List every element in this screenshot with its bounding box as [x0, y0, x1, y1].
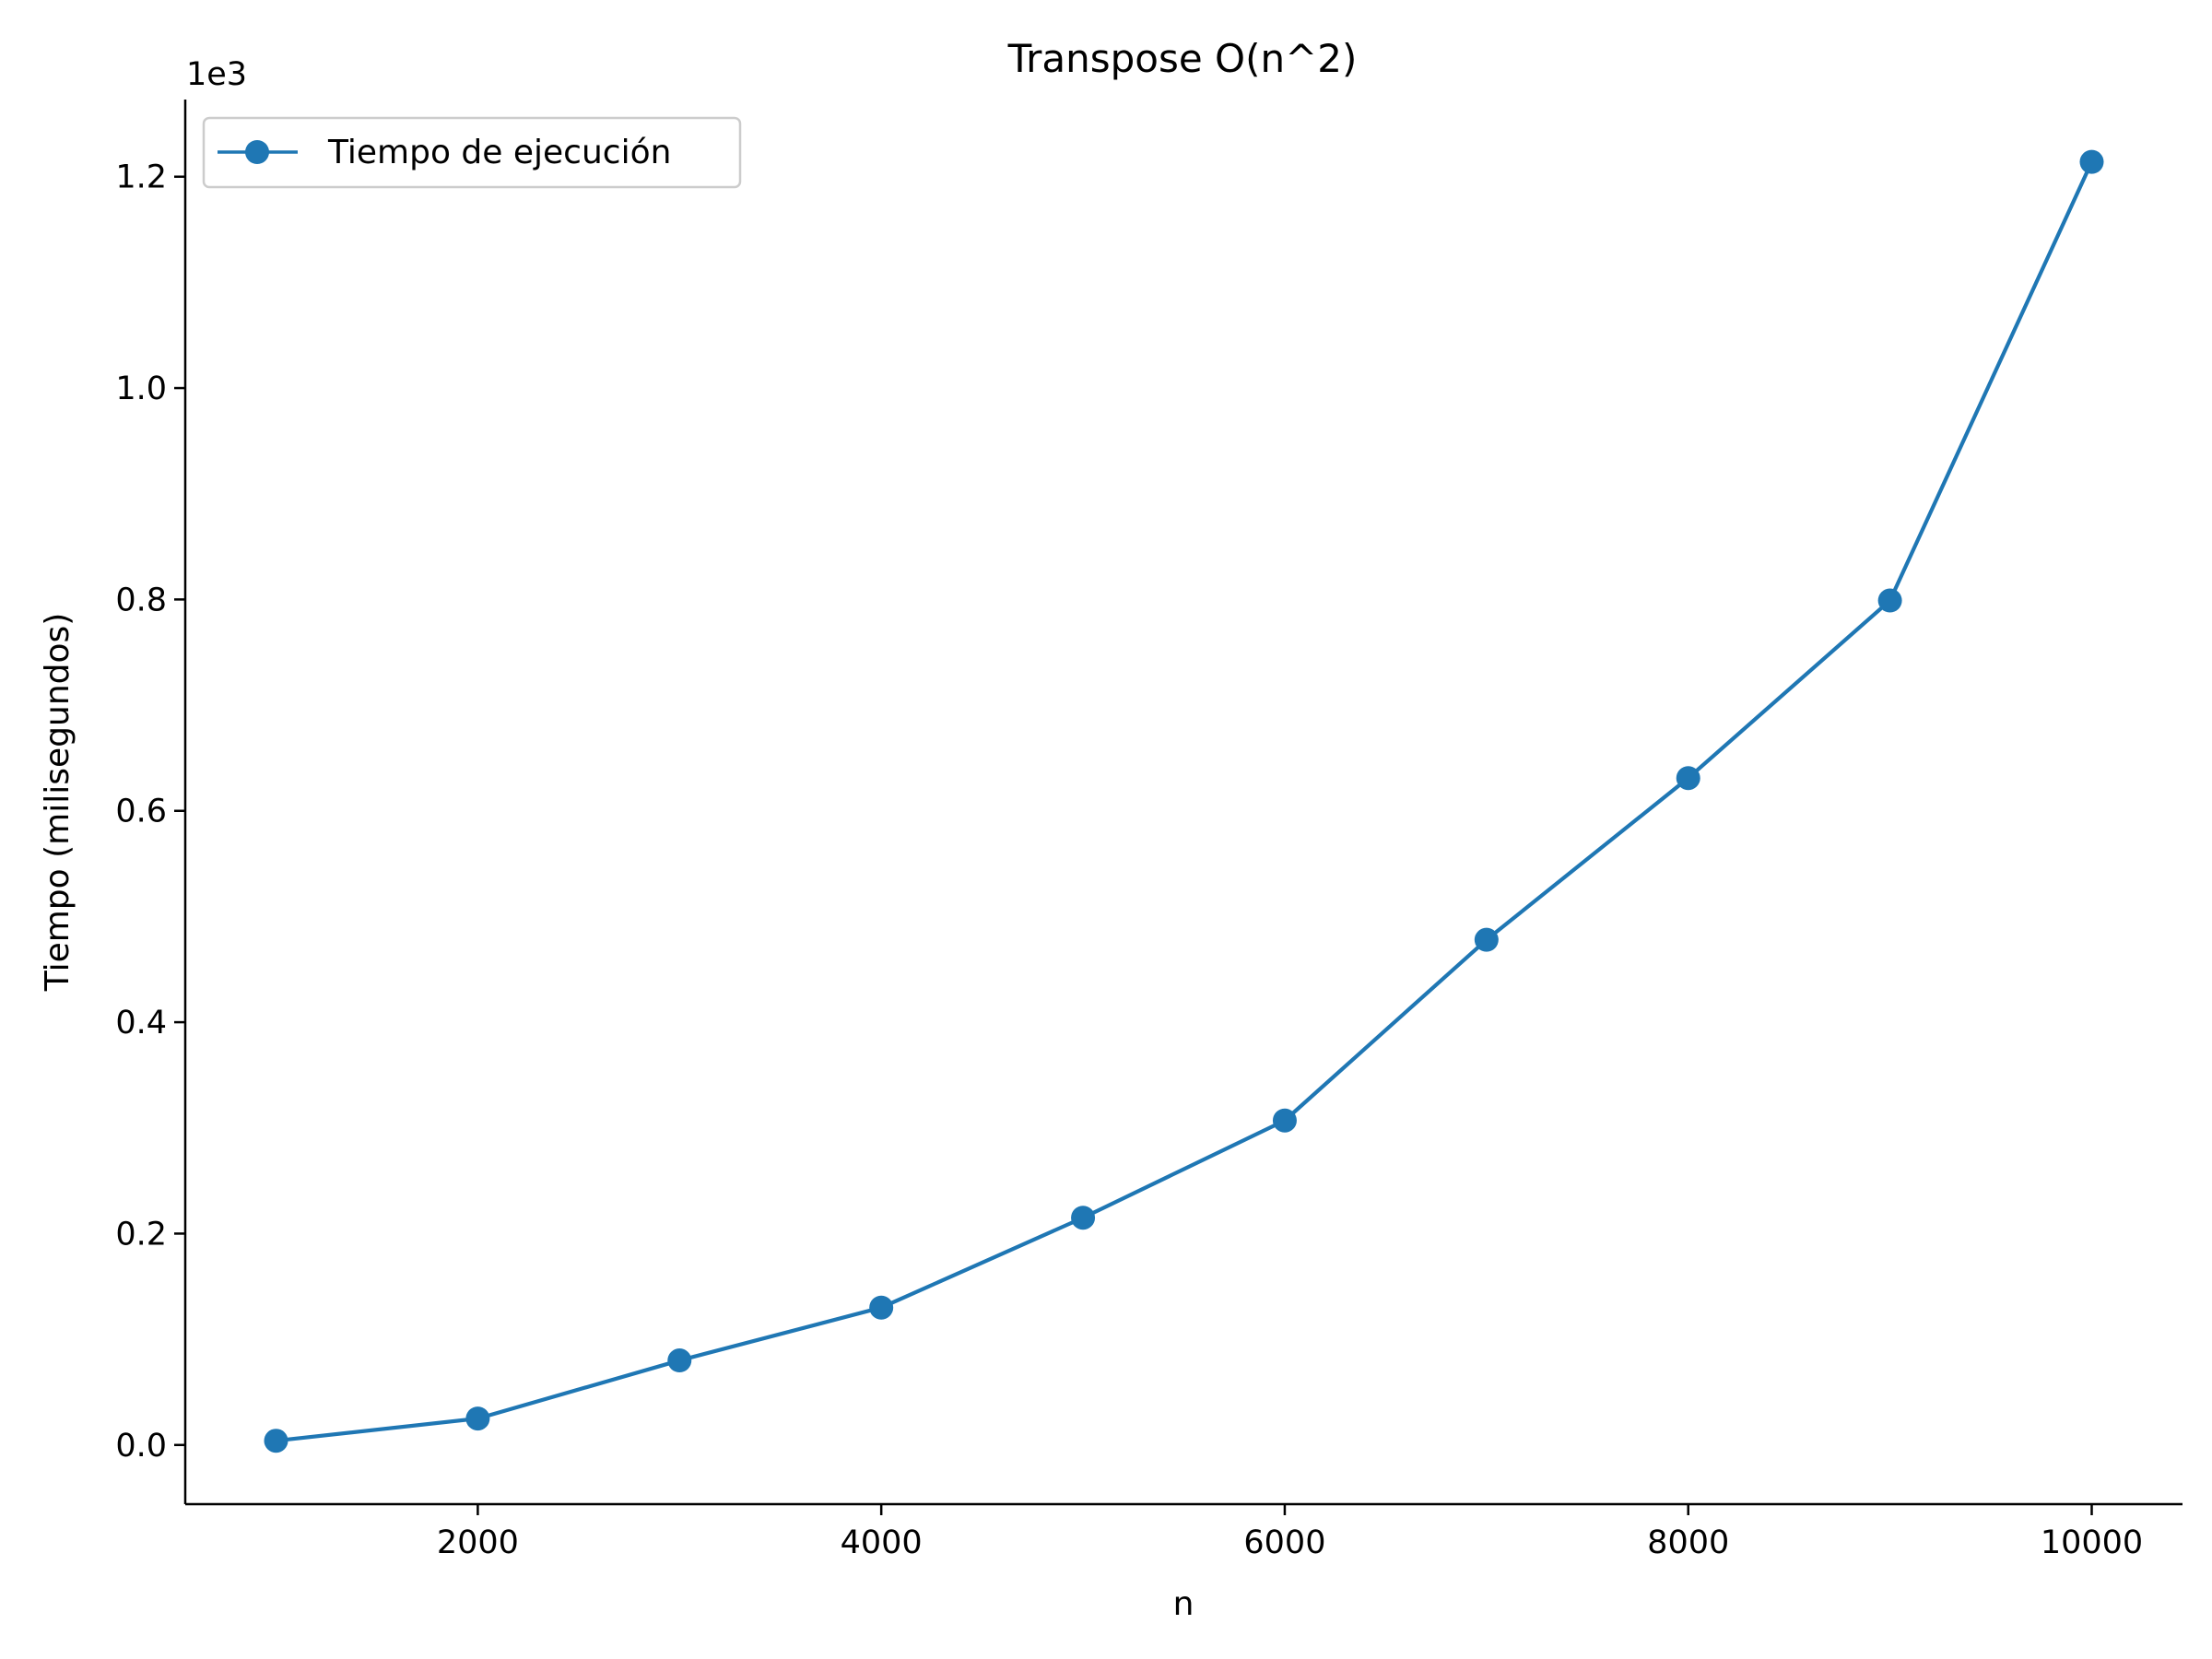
- y-tick-label: 1.2: [115, 159, 167, 196]
- chart-title: Transpose O(n^2): [1007, 36, 1358, 81]
- data-point: [667, 1348, 692, 1373]
- data-point: [1877, 588, 1902, 613]
- legend-box: [202, 116, 742, 189]
- series-line: [276, 160, 2094, 1443]
- x-tick-label: 10000: [2041, 1524, 2143, 1561]
- x-axis-label: n: [1173, 1585, 1194, 1623]
- y-tick-label: 0.6: [115, 794, 167, 830]
- data-point: [1474, 927, 1499, 952]
- y-tick-label: 0.4: [115, 1005, 167, 1041]
- axes: [183, 100, 2183, 1506]
- legend-marker-swatch: [245, 140, 269, 164]
- data-point: [1272, 1108, 1297, 1133]
- x-tick-label: 6000: [1243, 1524, 1325, 1561]
- data-point: [465, 1406, 490, 1431]
- legend: Tiempo de ejecución: [202, 116, 742, 189]
- y-tick-label: 0.0: [115, 1428, 167, 1465]
- y-tick-label: 0.2: [115, 1216, 167, 1253]
- y-offset-label: 1e3: [186, 56, 247, 93]
- legend-label: Tiempo de ejecución: [327, 134, 671, 171]
- y-tick-label: 1.0: [115, 371, 167, 407]
- data-point: [264, 1429, 288, 1453]
- data-point: [1071, 1206, 1096, 1230]
- x-ticks: 2000 4000 6000 8000 10000: [437, 1504, 2143, 1561]
- y-tick-label: 0.8: [115, 582, 167, 618]
- x-tick-label: 8000: [1647, 1524, 1729, 1561]
- data-point: [2079, 149, 2104, 174]
- data-point: [869, 1295, 894, 1320]
- x-tick-label: 2000: [437, 1524, 519, 1561]
- y-ticks: 0.0 0.2 0.4 0.6 0.8 1.0 1.2: [115, 159, 185, 1465]
- series-layer: [264, 149, 2104, 1453]
- data-point: [1676, 766, 1700, 791]
- x-tick-label: 4000: [841, 1524, 923, 1561]
- y-axis-label: Tiempo (milisegundos): [39, 613, 76, 993]
